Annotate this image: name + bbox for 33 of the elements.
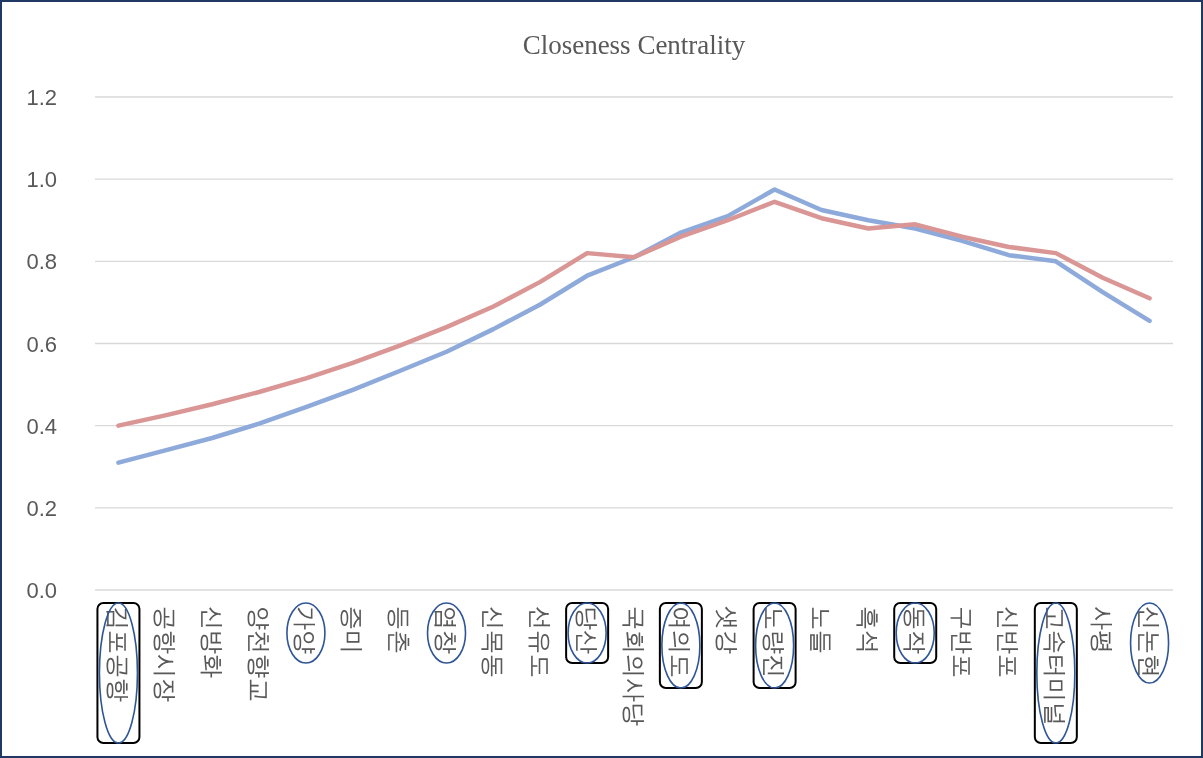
x-tick-label: 공항시장	[151, 606, 179, 702]
x-tick-label: 신목동	[479, 606, 507, 678]
x-tick-label: 김포공항	[104, 606, 132, 702]
x-tick-label: 노들	[807, 606, 835, 654]
x-tick-label: 당산	[573, 606, 601, 654]
x-tick-label: 신반포	[995, 606, 1023, 678]
x-tick-label: 샛강	[714, 606, 742, 654]
x-tick-label: 여의도	[667, 606, 695, 678]
x-tick-label: 구반포	[948, 606, 976, 678]
x-tick-label: 흑석	[854, 606, 882, 654]
y-tick-label: 0.0	[26, 578, 57, 603]
x-tick-label: 등촌	[386, 606, 414, 654]
y-tick-label: 1.2	[26, 85, 57, 110]
y-tick-label: 0.6	[26, 331, 57, 357]
x-tick-label: 고속터미널	[1042, 606, 1070, 726]
y-tick-label: 0.8	[26, 249, 57, 275]
x-tick-label: 신방화	[198, 606, 226, 678]
line-series	[116, 199, 1152, 428]
x-tick-label: 동작	[901, 606, 929, 654]
x-tick-label: 염창	[433, 606, 461, 654]
x-tick-label: 선유도	[526, 606, 554, 678]
y-tick-label: 0.2	[26, 495, 57, 521]
x-tick-label: 사평	[1089, 606, 1117, 654]
x-tick-label: 가양	[292, 606, 320, 654]
x-tick-label: 노량진	[761, 606, 789, 678]
y-tick-label: 1.0	[26, 167, 57, 193]
x-tick-label: 증미	[339, 606, 367, 654]
x-tick-label: 양천향교	[245, 606, 273, 702]
x-tick-label: 국회의사당	[620, 606, 648, 726]
y-tick-label: 0.4	[26, 413, 57, 439]
x-tick-label: 신논현	[1136, 606, 1164, 678]
chart-title: Closeness Centrality	[522, 30, 746, 60]
line-series	[116, 187, 1152, 465]
